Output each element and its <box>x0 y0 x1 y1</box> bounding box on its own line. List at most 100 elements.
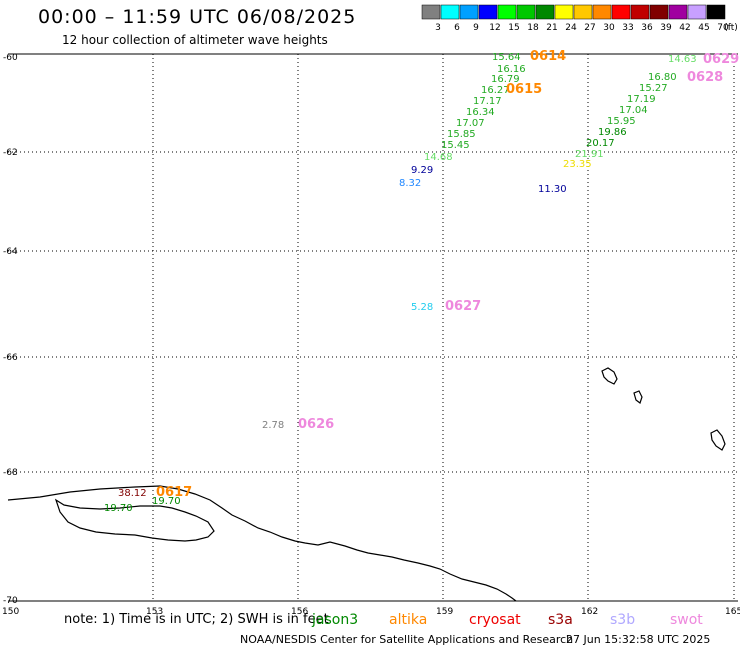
swh-value: 9.29 <box>411 165 433 176</box>
legend-swatch <box>611 4 631 20</box>
page-subtitle: 12 hour collection of altimeter wave hei… <box>62 33 328 47</box>
credit-line: NOAA/NESDIS Center for Satellite Applica… <box>240 633 574 646</box>
swh-value: 23.35 <box>563 159 592 170</box>
pass-date-label: 0615 <box>506 82 542 97</box>
legend-label: 45 <box>698 23 709 33</box>
lon-label: 156 <box>291 607 308 617</box>
page-title: 00:00 – 11:59 UTC 06/08/2025 <box>38 6 357 28</box>
legend-label: 36 <box>641 23 653 33</box>
swh-value: 38.12 <box>118 488 147 499</box>
legend-swatch <box>440 4 460 20</box>
satellite-legend-item: jason3 <box>312 612 359 628</box>
swh-value: 16.34 <box>466 107 495 118</box>
pass-date-label: 0629 <box>703 52 739 67</box>
legend-label: 33 <box>622 23 633 33</box>
swh-value: 14.63 <box>668 54 697 65</box>
legend-label: 70 <box>717 23 729 33</box>
pass-date-label: 0628 <box>687 70 723 85</box>
legend-swatch <box>516 4 536 20</box>
legend-swatch <box>649 4 669 20</box>
legend-swatch <box>497 4 517 20</box>
swh-value: 11.30 <box>538 184 567 195</box>
legend-label: 24 <box>565 23 577 33</box>
swh-value: 17.19 <box>627 94 656 105</box>
swh-value: 5.28 <box>411 302 433 313</box>
swh-value: 2.78 <box>262 420 284 431</box>
satellite-legend-item: s3a <box>548 612 573 628</box>
swh-value: 15.85 <box>447 129 476 140</box>
generation-timestamp: 27 Jun 15:32:58 UTC 2025 <box>566 633 711 646</box>
lon-label: 162 <box>581 607 598 617</box>
swh-value: 19.70 <box>104 503 133 514</box>
ice-shelf-outline <box>54 498 215 542</box>
pass-date-label: 0614 <box>530 49 566 64</box>
grid-lines <box>8 54 738 601</box>
satellite-legend-item: altika <box>389 612 428 628</box>
legend-unit: (ft) <box>724 23 738 33</box>
legend-label: 42 <box>679 23 690 33</box>
legend-swatch <box>592 4 612 20</box>
satellite-legend-item: cryosat <box>469 612 521 628</box>
legend-swatch <box>573 4 593 20</box>
legend-label: 15 <box>508 23 519 33</box>
lat-label: -62 <box>3 148 18 158</box>
swh-value: 14.68 <box>424 152 453 163</box>
swh-value: 16.16 <box>497 64 526 75</box>
pass-labels: 0614 0615 0629 0628 0627 0626 0617 <box>156 49 739 500</box>
pass-date-label: 0617 <box>156 485 192 500</box>
legend-label: 30 <box>603 23 615 33</box>
legend-label: 27 <box>584 23 595 33</box>
swh-value: 15.95 <box>607 116 636 127</box>
legend-label: 9 <box>473 23 479 33</box>
legend-label: 18 <box>527 23 539 33</box>
lat-label: -60 <box>3 53 18 63</box>
island-outline <box>633 390 643 404</box>
satellite-legend-item: swot <box>670 612 703 628</box>
legend-swatch <box>668 4 688 20</box>
lon-label: 165 <box>725 607 740 617</box>
swh-value: 16.79 <box>491 74 520 85</box>
antarctic-coastline <box>7 485 517 602</box>
swh-value: 17.07 <box>456 118 485 129</box>
legend-swatch <box>554 4 574 20</box>
lon-label: 159 <box>436 607 453 617</box>
latitude-labels: -60 -62 -64 -66 -68 -70 <box>3 53 18 606</box>
longitude-labels: 150 153 156 159 162 165 <box>2 607 740 617</box>
swh-value: 17.04 <box>619 105 648 116</box>
observation-labels: 15.6416.1616.7916.2717.1716.3417.0715.85… <box>104 52 697 514</box>
swh-value: 15.27 <box>639 83 668 94</box>
swh-value: 15.64 <box>492 52 521 63</box>
swh-value: 19.86 <box>598 127 627 138</box>
lat-label: -64 <box>3 247 18 257</box>
legend-label: 12 <box>489 23 500 33</box>
swh-value: 21.91 <box>575 149 604 160</box>
lat-label: -66 <box>3 353 18 363</box>
legend-swatch <box>459 4 479 20</box>
island-outline <box>710 429 726 451</box>
swh-value: 19.70 <box>152 496 181 507</box>
pass-date-label: 0626 <box>298 417 334 432</box>
legend-label: 39 <box>660 23 672 33</box>
legend-swatch <box>687 4 707 20</box>
island-outline <box>601 367 618 385</box>
legend-label: 3 <box>435 23 441 33</box>
swh-value: 16.27 <box>481 85 510 96</box>
swh-value: 15.45 <box>441 140 470 151</box>
legend-swatch <box>535 4 555 20</box>
lon-label: 150 <box>2 607 19 617</box>
legend-label: 21 <box>546 23 557 33</box>
lat-label: -68 <box>3 468 18 478</box>
satellite-legend-item: s3b <box>610 612 636 628</box>
swh-value: 8.32 <box>399 178 421 189</box>
pass-date-label: 0627 <box>445 299 481 314</box>
footer-note: note: 1) Time is in UTC; 2) SWH is in fe… <box>64 612 329 627</box>
lon-label: 153 <box>146 607 163 617</box>
swh-color-legend: 3 6 9 12 15 18 21 24 27 30 33 36 39 42 45 70(ft) <box>421 4 738 33</box>
swh-value: 16.80 <box>648 72 677 83</box>
swh-value: 20.17 <box>586 138 615 149</box>
swh-value: 17.17 <box>473 96 502 107</box>
legend-label: 6 <box>454 23 460 33</box>
legend-swatch <box>478 4 498 20</box>
legend-swatch <box>421 4 441 20</box>
